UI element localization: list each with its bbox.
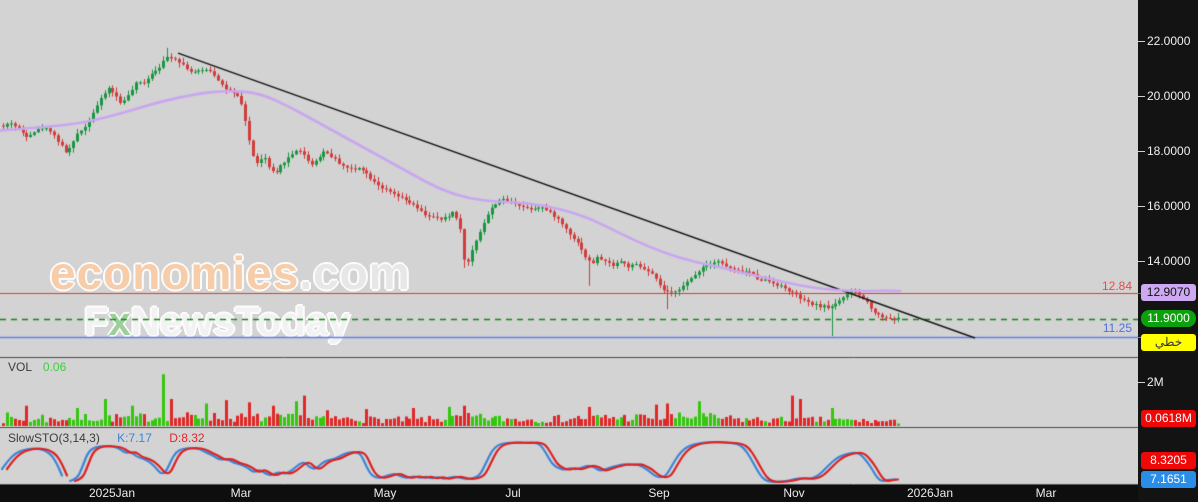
volume-tick-dash [1138, 382, 1145, 383]
sto-k-badge: 7.1651 [1141, 471, 1196, 488]
sto-d-value: D:8.32 [169, 431, 205, 445]
chart-canvas[interactable] [0, 0, 1138, 485]
volume-value-badge: 0.0618M [1141, 410, 1196, 427]
volume-value: 0.06 [42, 360, 67, 374]
price-tick-dash [1138, 206, 1145, 207]
price-tick-dash [1138, 96, 1145, 97]
time-tick-label: Mar [230, 486, 252, 500]
time-tick-label: Nov [783, 486, 805, 500]
time-tick-label: Sep [648, 486, 670, 500]
volume-label: VOL [8, 360, 32, 374]
ma-value-badge: 12.9070 [1141, 284, 1196, 301]
time-tick-label: May [373, 486, 397, 500]
time-tick-label: Mar [1035, 486, 1057, 500]
scale-mode-badge[interactable]: خطي [1141, 334, 1196, 351]
support-level-label: 11.25 [1102, 321, 1132, 335]
last-price-badge: 11.9000 [1141, 310, 1196, 327]
sto-d-badge: 8.3205 [1141, 452, 1196, 469]
price-tick-dash [1138, 261, 1145, 262]
price-tick-label: 22.0000 [1147, 34, 1191, 48]
time-tick-label: 2026Jan [906, 486, 954, 500]
sto-label: SlowSTO(3,14,3) [8, 431, 100, 445]
volume-pane-label: VOL 0.06 [8, 360, 66, 374]
sto-k-value: K:7.17 [117, 431, 152, 445]
sto-pane-label: SlowSTO(3,14,3) K:7.17 D:8.32 [8, 431, 205, 445]
price-axis[interactable]: 22.0000 20.0000 18.0000 16.0000 14.0000 … [1138, 0, 1198, 502]
price-tick-label: 18.0000 [1147, 144, 1191, 158]
price-tick-label: 16.0000 [1147, 199, 1191, 213]
price-tick-label: 20.0000 [1147, 89, 1191, 103]
price-tick-dash [1138, 151, 1145, 152]
time-tick-label: 2025Jan [88, 486, 136, 500]
price-tick-dash [1138, 41, 1145, 42]
time-axis[interactable]: 2025Jan Mar May Jul Sep Nov 2026Jan Mar [0, 485, 1198, 502]
volume-tick-label: 2M [1147, 375, 1164, 389]
time-tick-label: Jul [505, 486, 521, 500]
price-tick-label: 14.0000 [1147, 254, 1191, 268]
resistance-level-label: 12.84 [1101, 279, 1132, 293]
